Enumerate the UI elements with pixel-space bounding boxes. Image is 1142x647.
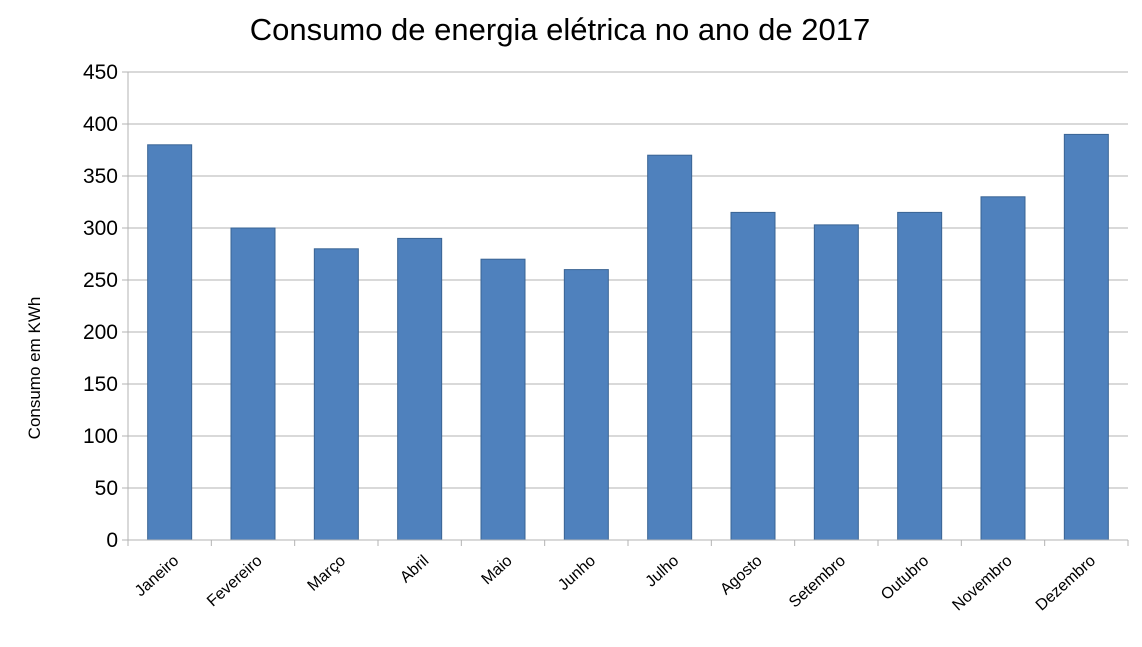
x-tick-label: Maio (479, 552, 516, 588)
x-tick-label: Junho (555, 552, 599, 594)
y-axis-label: Consumo em KWh (25, 297, 44, 440)
y-tick-label: 0 (106, 529, 118, 552)
bar (480, 258, 526, 541)
bar (730, 211, 776, 541)
bar (1063, 133, 1109, 541)
y-tick-label: 300 (83, 217, 118, 240)
x-tick-label: Abril (397, 552, 432, 586)
chart-title: Consumo de energia elétrica no ano de 20… (250, 12, 870, 47)
y-tick-label: 200 (83, 321, 118, 344)
x-tick-label: Dezembro (1033, 552, 1099, 614)
y-tick-label: 350 (83, 165, 118, 188)
bar (397, 237, 443, 541)
bar (813, 224, 859, 541)
axes (122, 71, 1129, 546)
bar (980, 196, 1026, 541)
x-tick-label: Março (305, 552, 349, 594)
x-tick-label: Julho (643, 552, 683, 590)
y-tick-label: 50 (95, 477, 118, 500)
x-tick-label: Agosto (717, 552, 765, 598)
bar (313, 248, 359, 541)
x-tick-labels: Janeiro Fevereiro Março Abril Maio Junho Julho… (132, 552, 1099, 614)
y-tick-labels: 0 50 100 150 200 250 300 350 400 450 (83, 61, 118, 552)
y-tick-label: 400 (83, 113, 118, 136)
bar (897, 211, 943, 541)
x-tick-label: Janeiro (132, 552, 182, 600)
bar (147, 144, 193, 541)
y-tick-label: 100 (83, 425, 118, 448)
y-tick-label: 450 (83, 61, 118, 84)
x-tick-label: Novembro (949, 552, 1015, 614)
bars (147, 133, 1109, 541)
bar (563, 269, 609, 541)
y-tick-label: 250 (83, 269, 118, 292)
gridlines (128, 71, 1128, 489)
y-tick-label: 150 (83, 373, 118, 396)
x-tick-label: Setembro (786, 552, 849, 611)
bar (647, 154, 693, 541)
bar (230, 227, 276, 541)
x-tick-label: Fevereiro (204, 552, 266, 610)
x-tick-label: Outubro (878, 552, 932, 603)
